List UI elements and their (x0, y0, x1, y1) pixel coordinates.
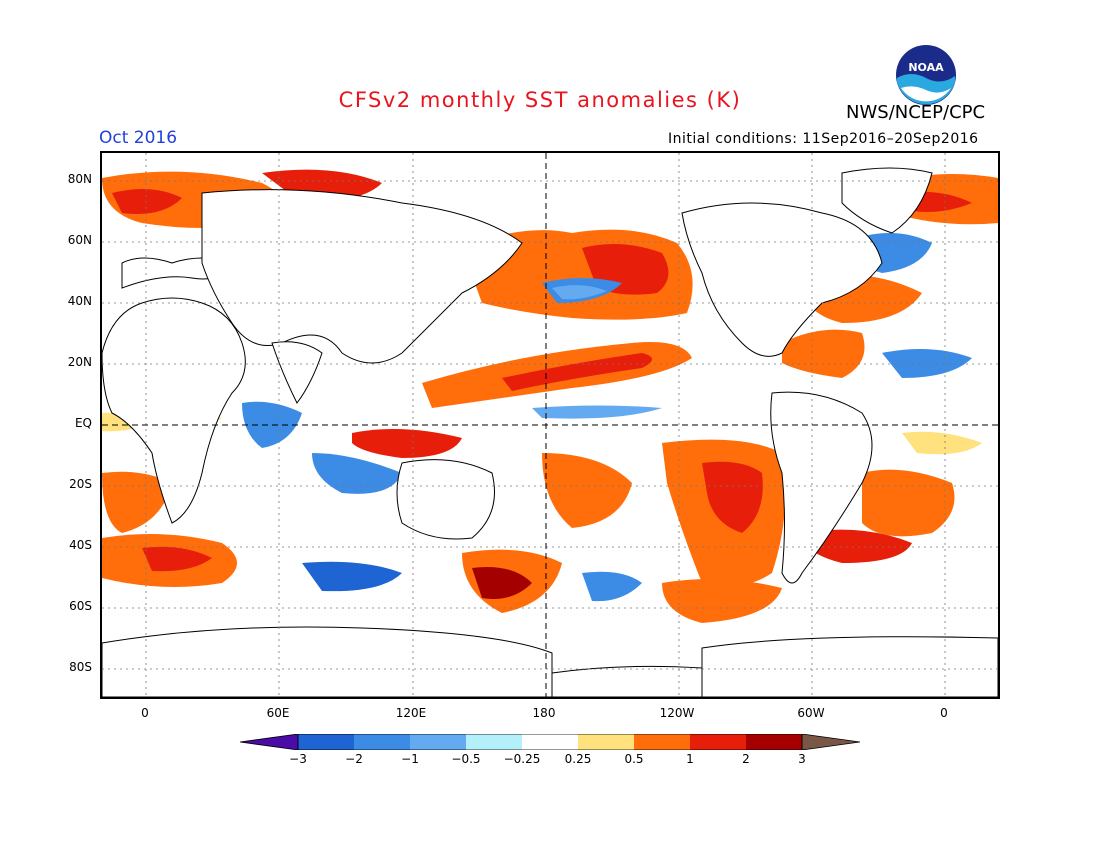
colorbar-swatch (354, 734, 410, 750)
lon-label: 0 (940, 706, 948, 720)
colorbar-swatch (578, 734, 634, 750)
colorbar-label: 2 (742, 752, 750, 766)
land-outlines (102, 167, 998, 697)
lon-label: 120W (659, 706, 695, 720)
chart-title: CFSv2 monthly SST anomalies (K) (338, 88, 742, 112)
equator-dateline (102, 153, 998, 697)
lat-label: 60S (69, 599, 92, 613)
colorbar-label: 0.5 (624, 752, 644, 766)
lon-label: 60E (266, 706, 290, 720)
noaa-logo-icon: NOAA (896, 45, 956, 105)
colorbar-arrow-low (240, 734, 298, 750)
lon-label: 120E (395, 706, 427, 720)
lat-label: 40S (69, 538, 92, 552)
lon-label: 60W (797, 706, 825, 720)
lat-label: 80N (67, 172, 92, 186)
colorbar-label: −1 (401, 752, 419, 766)
colorbar-arrow-high (802, 734, 860, 750)
lat-label: 60N (67, 233, 92, 247)
colorbar-swatch (634, 734, 690, 750)
initial-conditions-label: Initial conditions: 11Sep2016–20Sep2016 (668, 131, 979, 147)
colorbar-label: −0.5 (451, 752, 481, 766)
org-label: NWS/NCEP/CPC (846, 102, 986, 123)
colorbar-label: −2 (345, 752, 363, 766)
colorbar-label: 3 (798, 752, 806, 766)
sst-anomaly-layer (102, 169, 998, 623)
logo-text: NOAA (908, 61, 944, 74)
colorbar-label: 0.25 (564, 752, 592, 766)
lat-label: EQ (74, 416, 92, 430)
lat-label: 80S (69, 660, 92, 674)
colorbar-label: −0.25 (503, 752, 541, 766)
colorbar (240, 734, 860, 750)
colorbar-label: −3 (289, 752, 307, 766)
lon-label: 180 (532, 706, 556, 720)
sst-map (102, 153, 998, 697)
colorbar-label: 1 (686, 752, 694, 766)
lon-label: 0 (141, 706, 149, 720)
colorbar-swatch (298, 734, 354, 750)
map-panel (100, 151, 1000, 699)
month-label: Oct 2016 (99, 128, 178, 148)
colorbar-swatch (522, 734, 578, 750)
lat-label: 20S (69, 477, 92, 491)
lat-label: 20N (67, 355, 92, 369)
lat-label: 40N (67, 294, 92, 308)
colorbar-swatch (746, 734, 802, 750)
colorbar-swatch (410, 734, 466, 750)
colorbar-swatch (690, 734, 746, 750)
colorbar-swatch (466, 734, 522, 750)
